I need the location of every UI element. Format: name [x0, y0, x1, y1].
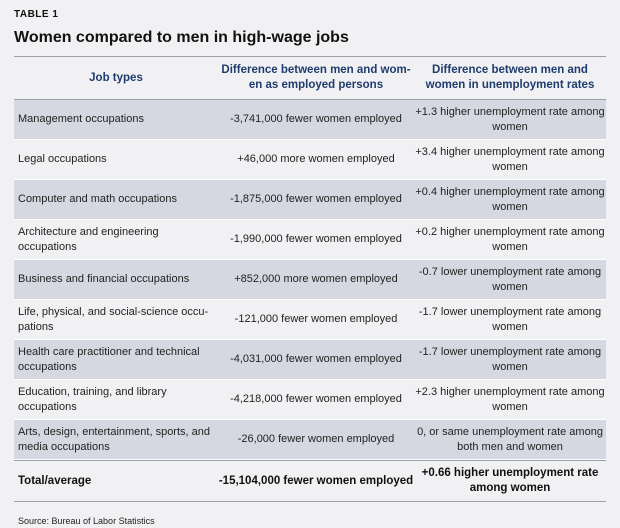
- source-note: Source: Bureau of Labor Statistics: [18, 516, 155, 526]
- total-employment-diff-cell: -15,104,000 fewer women employed: [218, 474, 414, 487]
- unemployment-diff-cell: -1.7 lower unemployment rate among women: [418, 306, 602, 333]
- table-row: Management occupations -3,741,000 fewer …: [14, 100, 606, 140]
- employment-diff-cell: -3,741,000 fewer women employed: [230, 113, 402, 126]
- total-unemployment-diff-cell: +0.66 higher unemployment rate among wom…: [421, 467, 599, 494]
- job-type-cell: Life, physical, and social-science occu-…: [18, 306, 209, 333]
- unemployment-diff-cell: +3.4 higher unemployment rate among wome…: [415, 146, 605, 173]
- header-job-types: Job types: [89, 71, 143, 84]
- table-row: Health care practitioner and technical o…: [14, 340, 606, 380]
- table-figure: TABLE 1 Women compared to men in high-wa…: [14, 8, 606, 526]
- employment-diff-cell: -1,875,000 fewer women employed: [230, 193, 402, 206]
- job-type-cell: Architecture and engineering occupations: [18, 226, 159, 253]
- table-row: Arts, design, entertainment, sports, and…: [14, 420, 606, 460]
- table-title: Women compared to men in high-wage jobs: [14, 29, 349, 46]
- unemployment-diff-cell: +2.3 higher unemployment rate among wome…: [415, 386, 605, 413]
- job-type-cell: Business and financial occupations: [18, 273, 190, 286]
- unemployment-diff-cell: +1.3 higher unemployment rate among wome…: [415, 106, 605, 133]
- table-row: Architecture and engineering occupations…: [14, 220, 606, 260]
- job-type-cell: Legal occupations: [18, 153, 107, 166]
- unemployment-diff-cell: +0.4 higher unemployment rate among wome…: [415, 186, 605, 213]
- table-body: Management occupations -3,741,000 fewer …: [14, 99, 606, 460]
- table-label: TABLE 1: [14, 9, 59, 20]
- table-header: Job types Difference between men and wom…: [14, 56, 606, 99]
- header-employment-difference: Difference between men and wom-en as emp…: [221, 64, 411, 91]
- table-row: Education, training, and library occupat…: [14, 380, 606, 420]
- table-row: Life, physical, and social-science occu-…: [14, 300, 606, 340]
- employment-diff-cell: -4,031,000 fewer women employed: [230, 353, 402, 366]
- employment-diff-cell: +852,000 more women employed: [234, 273, 398, 286]
- table-row: Business and financial occupations +852,…: [14, 260, 606, 300]
- table-total-row: Total/average -15,104,000 fewer women em…: [14, 460, 606, 502]
- total-label-cell: Total/average: [18, 474, 92, 487]
- table-row: Computer and math occupations -1,875,000…: [14, 180, 606, 220]
- unemployment-diff-cell: -0.7 lower unemployment rate among women: [418, 266, 602, 293]
- employment-diff-cell: -1,990,000 fewer women employed: [230, 233, 402, 246]
- employment-diff-cell: -4,218,000 fewer women employed: [230, 393, 402, 406]
- job-type-cell: Arts, design, entertainment, sports, and…: [18, 426, 210, 453]
- unemployment-diff-cell: -1.7 lower unemployment rate among women: [418, 346, 602, 373]
- job-type-cell: Health care practitioner and technical o…: [18, 346, 200, 373]
- table-row: Legal occupations +46,000 more women emp…: [14, 140, 606, 180]
- unemployment-diff-cell: 0, or same unemployment rate among both …: [417, 426, 603, 453]
- job-type-cell: Management occupations: [18, 113, 144, 126]
- job-type-cell: Education, training, and library occupat…: [18, 386, 167, 413]
- employment-diff-cell: -26,000 fewer women employed: [237, 433, 395, 446]
- header-unemployment-difference: Difference between men and women in unem…: [425, 64, 595, 91]
- employment-diff-cell: -121,000 fewer women employed: [234, 313, 398, 326]
- job-type-cell: Computer and math occupations: [18, 193, 177, 206]
- unemployment-diff-cell: +0.2 higher unemployment rate among wome…: [415, 226, 605, 253]
- employment-diff-cell: +46,000 more women employed: [237, 153, 395, 166]
